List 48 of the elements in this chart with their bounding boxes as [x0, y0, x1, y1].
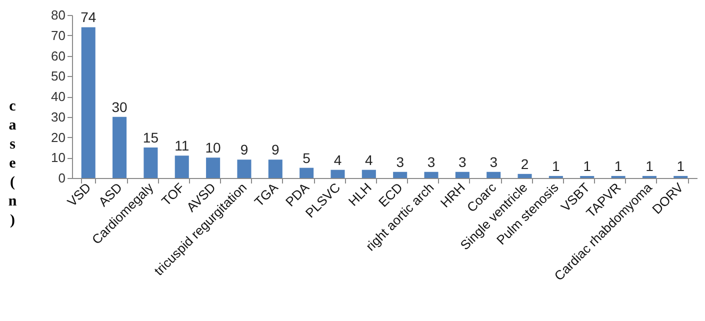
data-label: 5	[302, 150, 311, 166]
data-label: 3	[427, 154, 436, 170]
data-label: 3	[458, 154, 467, 170]
data-label: 30	[112, 98, 128, 115]
y-tick-label: 20	[51, 130, 66, 145]
y-tick-label: 40	[51, 89, 66, 104]
data-label: 74	[80, 9, 96, 26]
data-label: 15	[142, 129, 159, 146]
x-tick-label: VSD	[64, 180, 94, 210]
bar	[393, 172, 408, 178]
data-label: 11	[174, 138, 190, 154]
x-tick-label: TGA	[251, 180, 282, 210]
bar	[518, 174, 532, 178]
bar	[237, 160, 252, 178]
data-label: 3	[490, 154, 498, 170]
data-label: 9	[272, 142, 280, 158]
data-label: 1	[646, 158, 654, 174]
bar	[112, 116, 127, 178]
x-tick-label: TOF	[158, 180, 188, 209]
bar	[268, 160, 282, 178]
y-axis-title: case(n)	[8, 98, 18, 228]
data-label: 1	[614, 158, 622, 174]
bar	[424, 172, 438, 178]
bar	[330, 170, 345, 178]
bar	[206, 158, 220, 178]
bar	[144, 147, 158, 178]
bar	[362, 170, 376, 178]
bar	[455, 172, 470, 178]
bar	[486, 172, 501, 178]
data-label: 4	[365, 152, 374, 168]
data-label: 9	[240, 142, 248, 158]
bar	[174, 156, 189, 178]
bar	[300, 168, 314, 178]
data-label: 4	[334, 152, 342, 168]
y-tick-label: 70	[51, 28, 66, 43]
data-label: 2	[520, 156, 529, 172]
y-tick-label: 60	[51, 48, 66, 64]
data-label: 10	[205, 140, 222, 156]
data-label: 1	[676, 158, 685, 174]
y-tick-label: 50	[51, 68, 66, 84]
data-label: 1	[583, 158, 592, 174]
y-tick-label: 0	[58, 170, 66, 186]
data-label: 1	[552, 158, 560, 174]
bar	[81, 27, 96, 178]
data-label: 3	[396, 154, 404, 170]
y-tick-label: 30	[51, 109, 66, 124]
y-tick-label: 80	[51, 8, 66, 22]
y-tick-label: 10	[51, 150, 66, 166]
